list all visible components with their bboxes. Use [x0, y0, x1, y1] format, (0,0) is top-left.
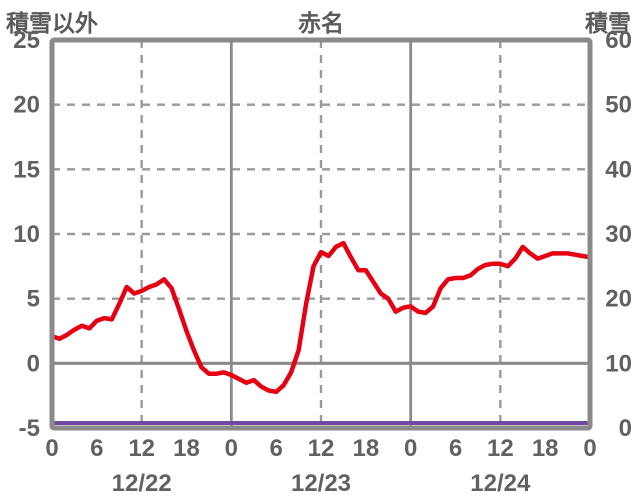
x-axis-hour-label-h12: 12 [128, 435, 155, 462]
x-axis-hour-label-h18: 18 [173, 435, 200, 462]
right-axis-tick-60: 60 [605, 27, 632, 54]
right-axis-tick-50: 50 [605, 92, 632, 119]
left-axis-tick-15: 15 [13, 156, 40, 183]
left-axis-tick-10: 10 [13, 221, 40, 248]
x-axis-date-label-2: 12/24 [470, 470, 531, 497]
x-axis-date-label-0: 12/22 [112, 470, 172, 497]
x-axis-hour-label-h48: 0 [404, 435, 417, 462]
right-axis-tick-40: 40 [605, 156, 632, 183]
x-axis-hour-label-h66: 18 [532, 435, 559, 462]
x-axis-hour-label-h6: 6 [90, 435, 103, 462]
x-axis-hour-label-h42: 18 [352, 435, 379, 462]
left-axis-tick-25: 25 [13, 27, 40, 54]
left-axis-tick-5: 5 [27, 286, 40, 313]
left-axis-tick--5: -5 [19, 415, 40, 442]
left-axis-tick-0: 0 [27, 350, 40, 377]
right-axis-tick-30: 30 [605, 221, 632, 248]
chart-title: 赤名 [298, 10, 344, 36]
right-axis-title: 積雪 [585, 10, 631, 36]
x-axis-hour-label-h60: 12 [487, 435, 514, 462]
x-axis-hour-label-h54: 6 [449, 435, 462, 462]
right-axis-tick-0: 0 [619, 415, 632, 442]
x-axis-hour-label-h30: 6 [269, 435, 282, 462]
x-axis-date-label-1: 12/23 [291, 470, 351, 497]
x-axis-hour-label-h72: 0 [583, 435, 596, 462]
right-axis-tick-20: 20 [605, 286, 632, 313]
left-axis-title: 積雪以外 [6, 10, 98, 36]
right-axis-tick-10: 10 [605, 350, 632, 377]
x-axis-hour-label-h0: 0 [45, 435, 58, 462]
plot-frame [49, 37, 593, 431]
temperature-line [49, 240, 593, 395]
left-axis-tick-20: 20 [13, 92, 40, 119]
x-axis-hour-label-h36: 12 [308, 435, 335, 462]
x-axis-hour-label-h24: 0 [225, 435, 238, 462]
